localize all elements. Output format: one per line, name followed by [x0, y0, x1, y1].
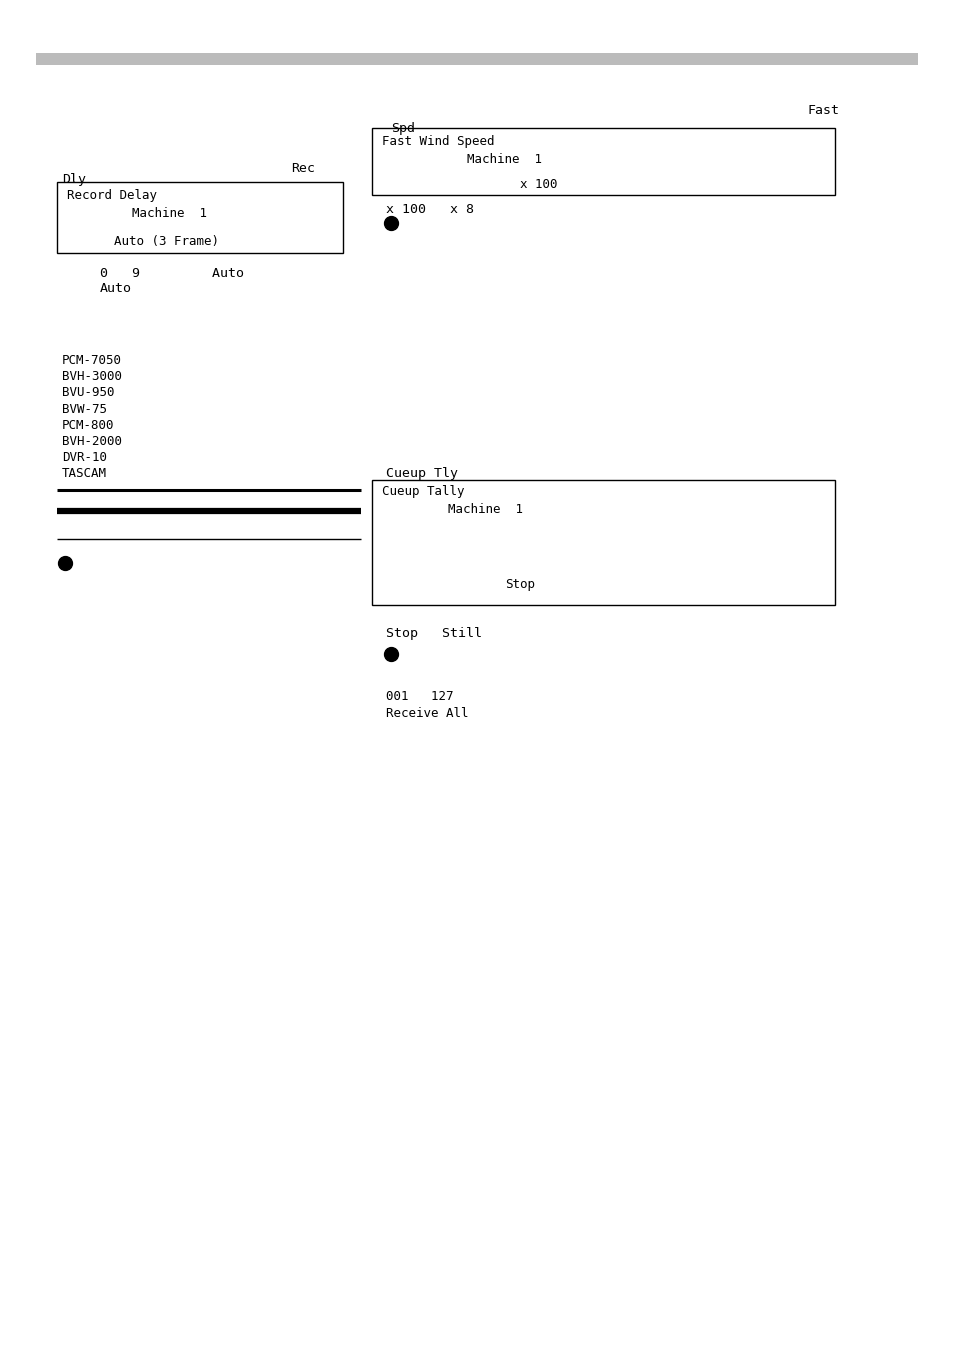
Bar: [36, 53, 917, 65]
Text: BVH-3000: BVH-3000: [62, 370, 122, 384]
Text: Cueup Tally: Cueup Tally: [381, 485, 463, 499]
Text: x 100   x 8: x 100 x 8: [386, 203, 474, 216]
Text: Stop   Still: Stop Still: [386, 627, 482, 640]
Text: DVR-10: DVR-10: [62, 451, 107, 465]
Bar: [372, 128, 834, 195]
Text: Auto: Auto: [100, 282, 132, 296]
Bar: [372, 480, 834, 605]
Text: 001   127: 001 127: [386, 690, 454, 704]
Point: [57, 553, 72, 574]
Text: TASCAM: TASCAM: [62, 467, 107, 481]
Text: PCM-7050: PCM-7050: [62, 354, 122, 367]
Text: PCM-800: PCM-800: [62, 419, 114, 432]
Point: [383, 643, 398, 665]
Text: BVW-75: BVW-75: [62, 403, 107, 416]
Text: Fast: Fast: [806, 104, 839, 118]
Text: BVH-2000: BVH-2000: [62, 435, 122, 449]
Text: Dly: Dly: [62, 173, 86, 186]
Text: Machine  1: Machine 1: [132, 207, 207, 220]
Bar: [57, 182, 343, 253]
Text: Stop: Stop: [505, 578, 535, 592]
Text: BVU-950: BVU-950: [62, 386, 114, 400]
Text: Machine  1: Machine 1: [448, 503, 523, 516]
Text: Auto (3 Frame): Auto (3 Frame): [114, 235, 219, 249]
Text: Rec: Rec: [291, 162, 314, 176]
Text: Cueup Tly: Cueup Tly: [386, 467, 457, 481]
Text: Fast Wind Speed: Fast Wind Speed: [381, 135, 494, 149]
Text: 0   9         Auto: 0 9 Auto: [100, 267, 244, 281]
Text: x 100: x 100: [519, 178, 557, 192]
Text: Machine  1: Machine 1: [467, 153, 542, 166]
Text: Receive All: Receive All: [386, 707, 468, 720]
Point: [383, 212, 398, 234]
Text: Spd: Spd: [391, 122, 415, 135]
Text: Record Delay: Record Delay: [67, 189, 156, 203]
